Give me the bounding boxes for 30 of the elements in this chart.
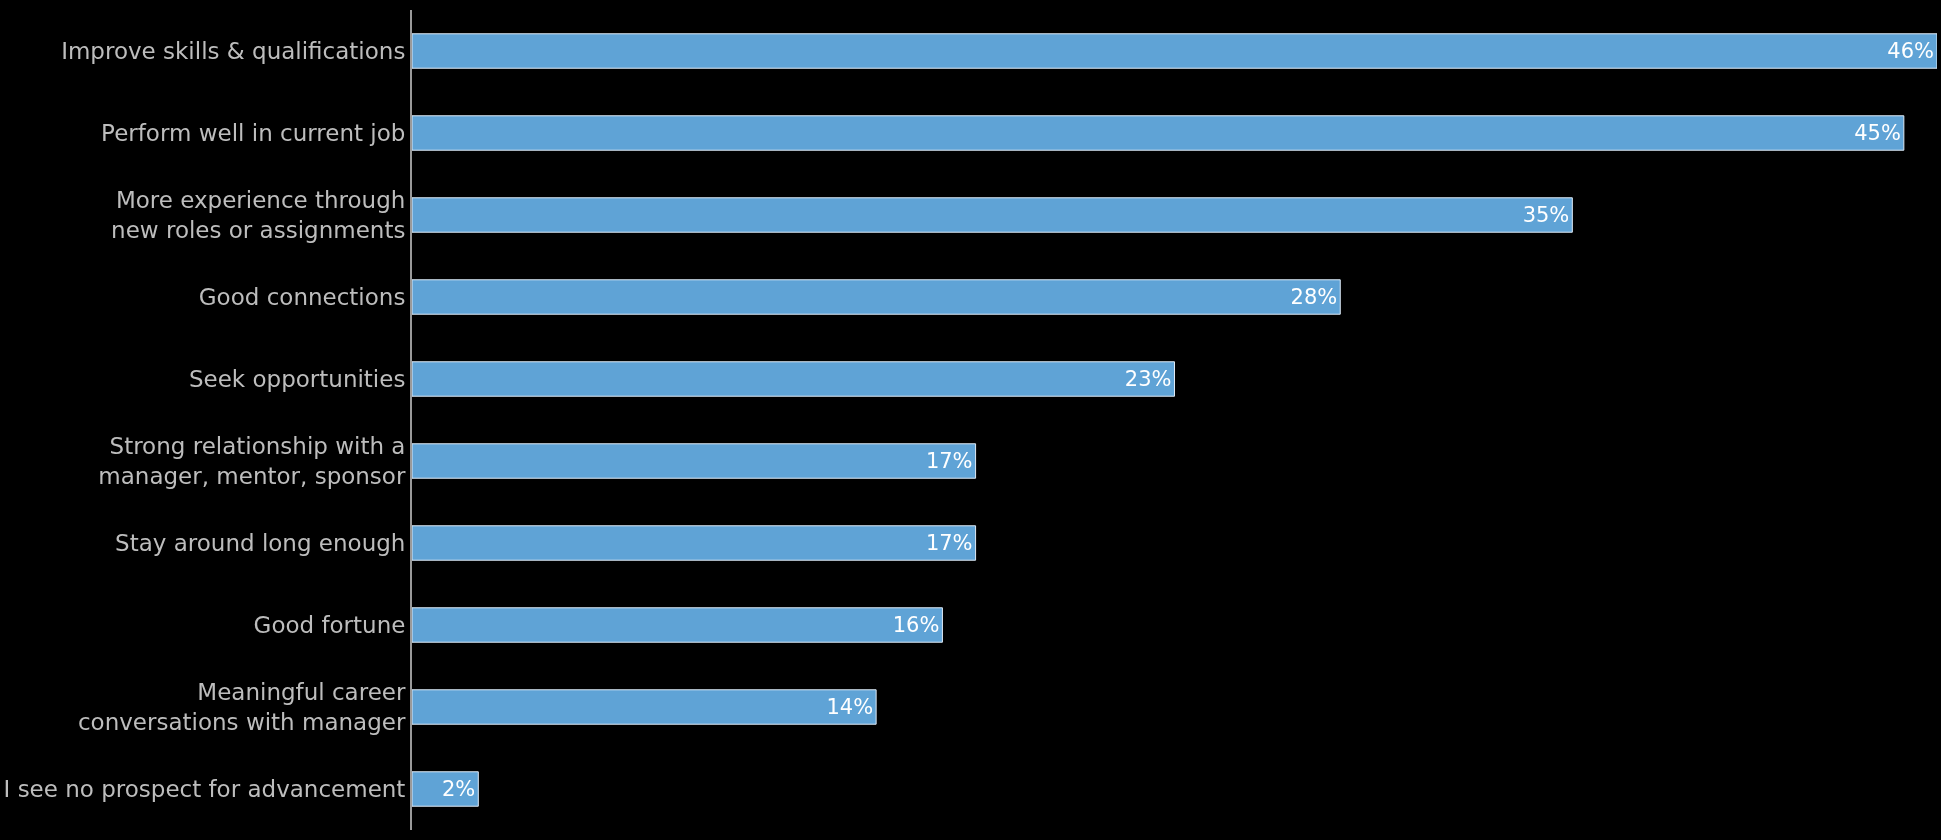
bar — [412, 525, 977, 561]
data-label: 16% — [892, 613, 940, 637]
y-tick-label: Meaningful career conversations with manager — [77, 679, 406, 735]
y-tick-label: Stay around long enough — [115, 530, 406, 557]
data-label: 14% — [826, 695, 874, 719]
data-label: 46% — [1887, 39, 1934, 63]
y-tick-label: More experience through new roles or assignments — [111, 187, 406, 243]
bar — [412, 279, 1341, 315]
y-tick-label: I see no prospect for advancement — [3, 776, 406, 803]
bar — [412, 607, 943, 643]
data-label: 28% — [1290, 285, 1338, 309]
y-tick-label: Seek opportunities — [188, 366, 406, 393]
data-label: 17% — [925, 531, 973, 555]
data-label: 35% — [1522, 203, 1570, 227]
y-tick-label: Good connections — [198, 284, 406, 311]
bar — [412, 771, 479, 807]
bar — [412, 33, 1937, 69]
data-label: 45% — [1854, 121, 1901, 145]
y-tick-label: Good fortune — [253, 612, 406, 639]
y-tick-label: Strong relationship with a manager, mentor, sponsor — [98, 433, 406, 489]
bar — [412, 197, 1573, 233]
bar — [412, 361, 1175, 397]
data-label: 2% — [441, 777, 476, 801]
y-tick-label: Improve skills & qualifications — [61, 38, 406, 65]
data-label: 23% — [1124, 367, 1172, 391]
bar — [412, 115, 1905, 151]
y-tick-label: Perform well in current job — [101, 120, 406, 147]
bar — [412, 689, 877, 725]
data-label: 17% — [925, 449, 973, 473]
bar — [412, 443, 977, 479]
